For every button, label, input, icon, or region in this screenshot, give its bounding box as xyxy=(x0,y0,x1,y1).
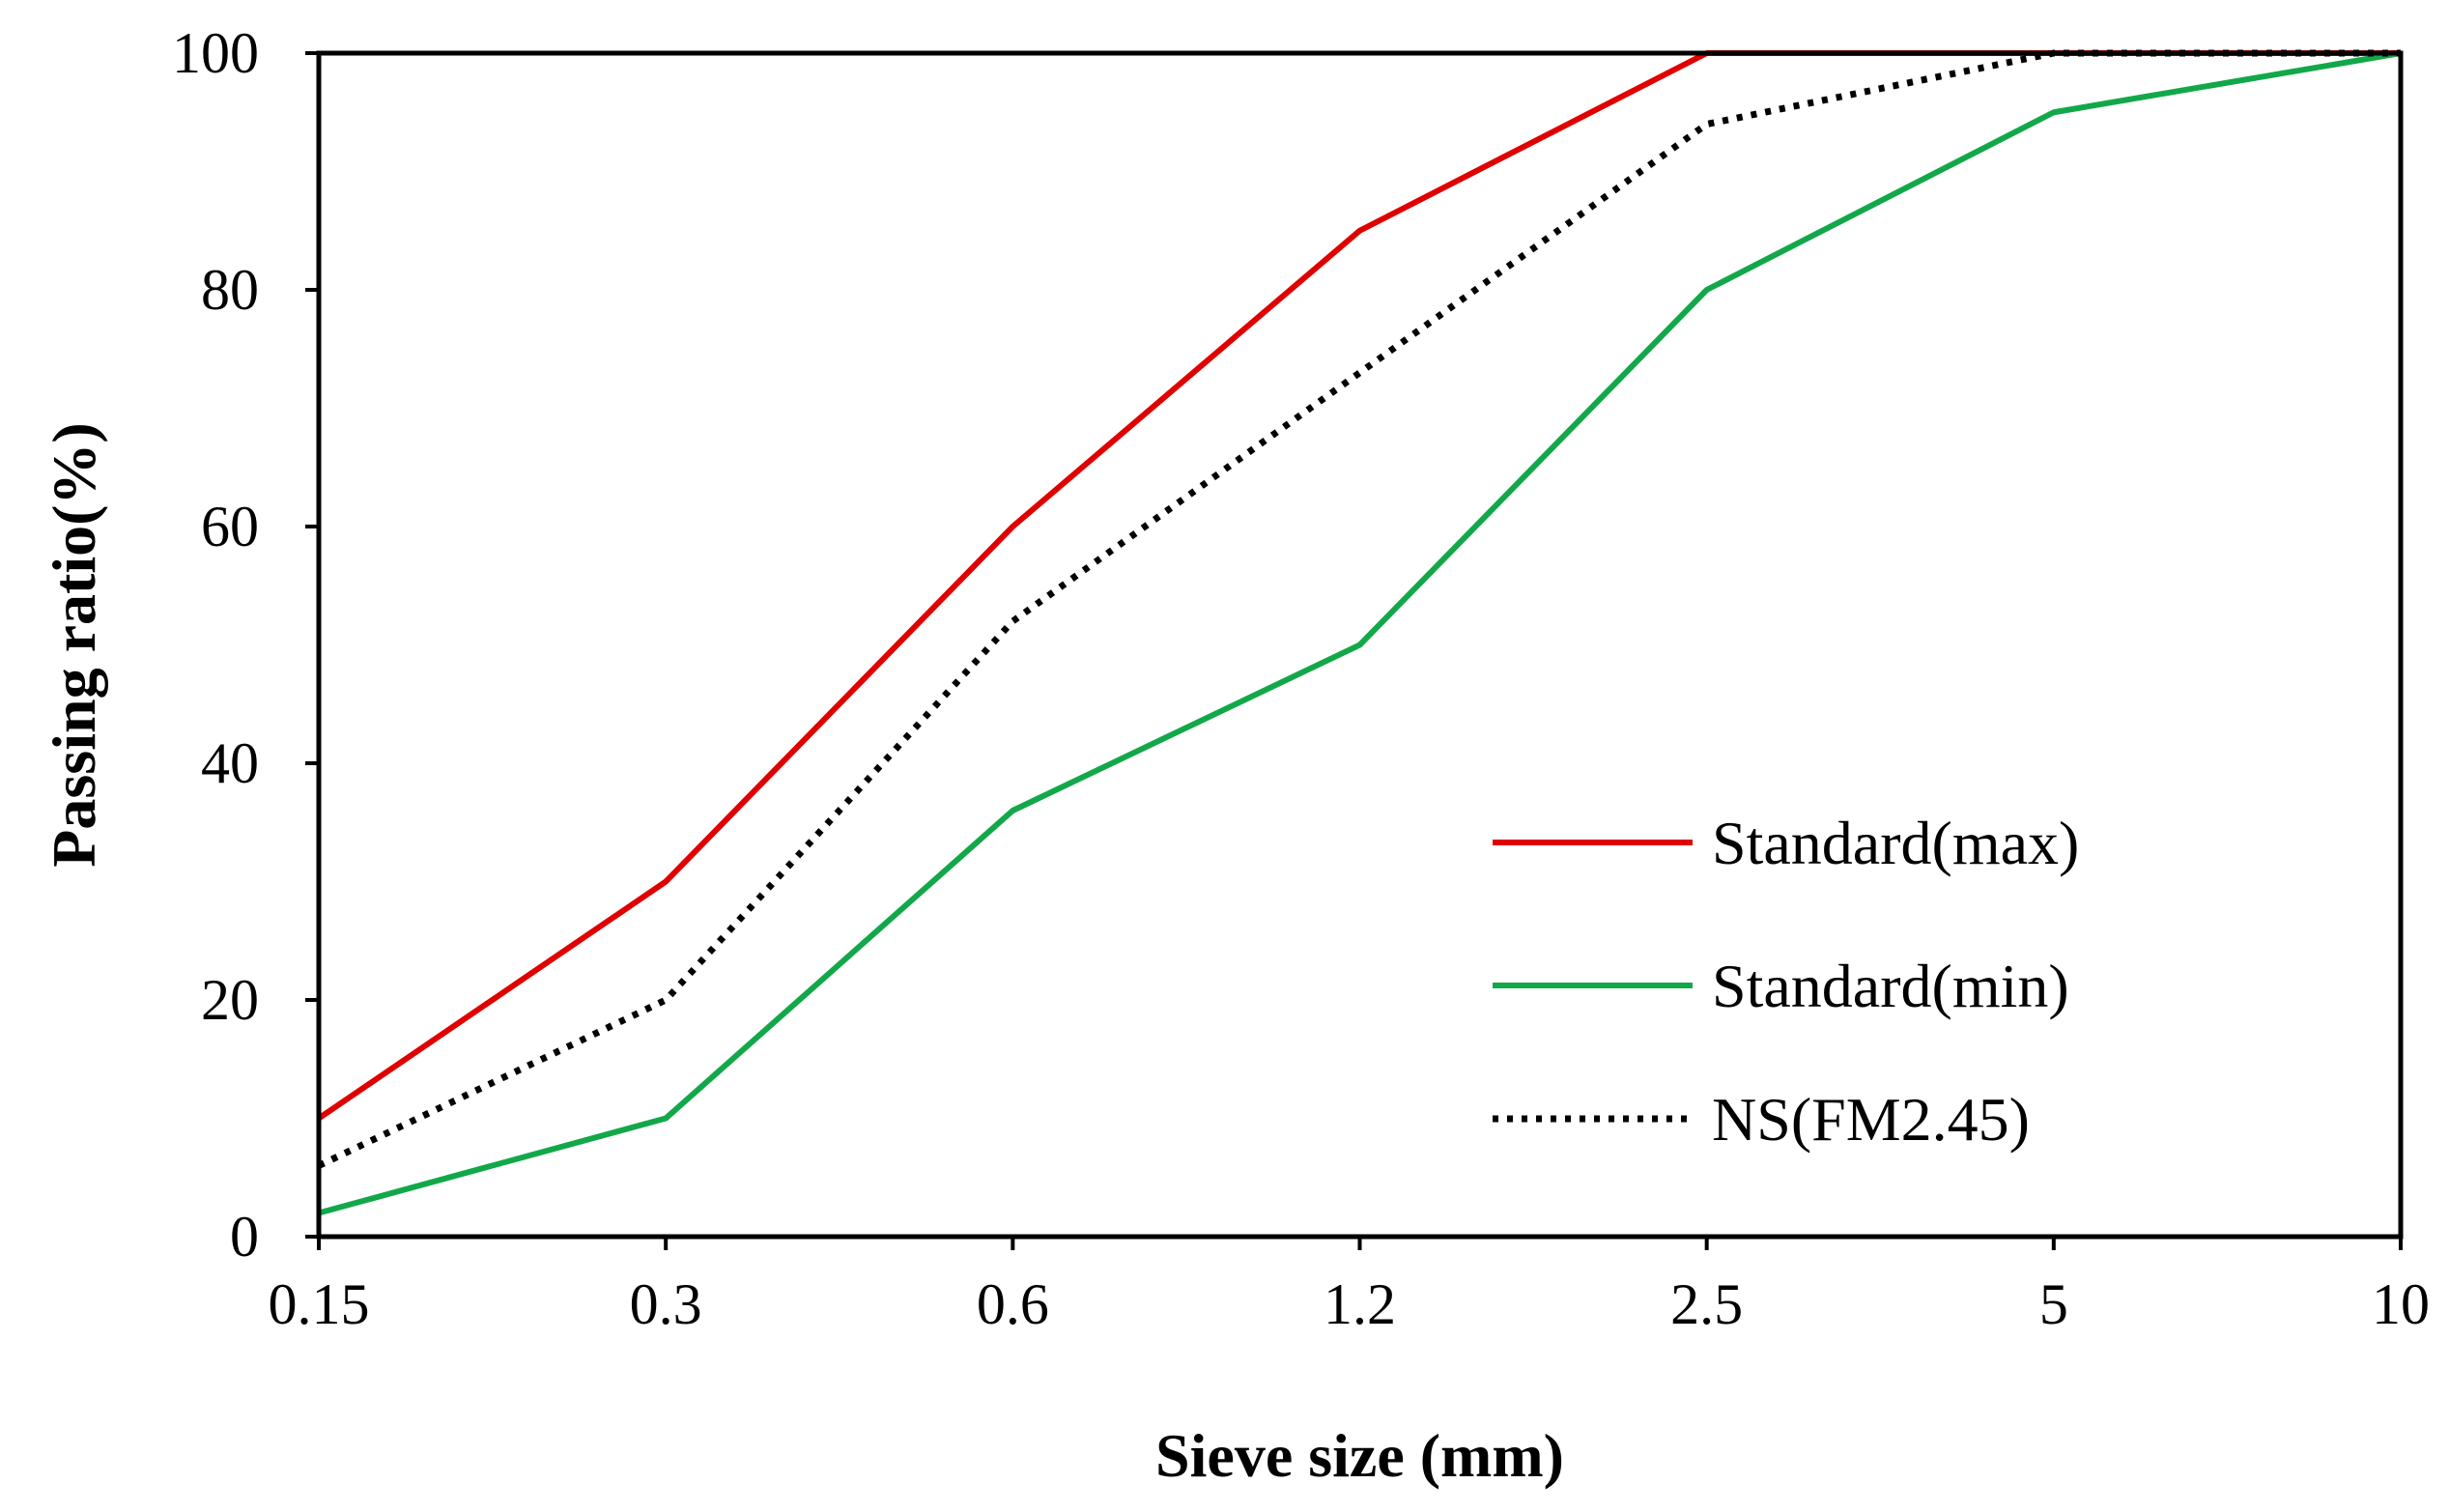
x-tick-label: 10 xyxy=(2372,1272,2430,1336)
y-tick-label: 100 xyxy=(172,21,259,85)
x-tick-label: 1.2 xyxy=(1324,1272,1396,1336)
x-tick-label: 0.6 xyxy=(977,1272,1049,1336)
legend-label-2: NS(FM2.45) xyxy=(1712,1085,2030,1154)
y-tick-label: 40 xyxy=(201,731,259,795)
x-tick-label: 2.5 xyxy=(1670,1272,1743,1336)
y-tick-label: 20 xyxy=(201,968,259,1032)
x-axis-title: Sieve size (mm) xyxy=(1155,1421,1564,1490)
legend: Standard(max) Standard(min) NS(FM2.45) xyxy=(1493,809,2079,1154)
legend-label-0: Standard(max) xyxy=(1712,809,2079,877)
legend-label-1: Standard(min) xyxy=(1712,952,2069,1020)
y-axis-title: Passing ratio(%) xyxy=(40,422,108,867)
series-line-1 xyxy=(318,50,2402,1216)
y-tick-label: 0 xyxy=(230,1205,259,1269)
y-tick-label: 60 xyxy=(201,495,259,558)
series-line-2 xyxy=(317,49,2401,1169)
series-line-0 xyxy=(317,50,2401,1121)
y-tick-label: 80 xyxy=(201,258,259,322)
x-tick-label: 5 xyxy=(2039,1272,2068,1336)
x-tick-label: 0.3 xyxy=(630,1272,702,1336)
x-tick-label: 0.15 xyxy=(269,1272,370,1336)
series-layer xyxy=(317,49,2402,1216)
